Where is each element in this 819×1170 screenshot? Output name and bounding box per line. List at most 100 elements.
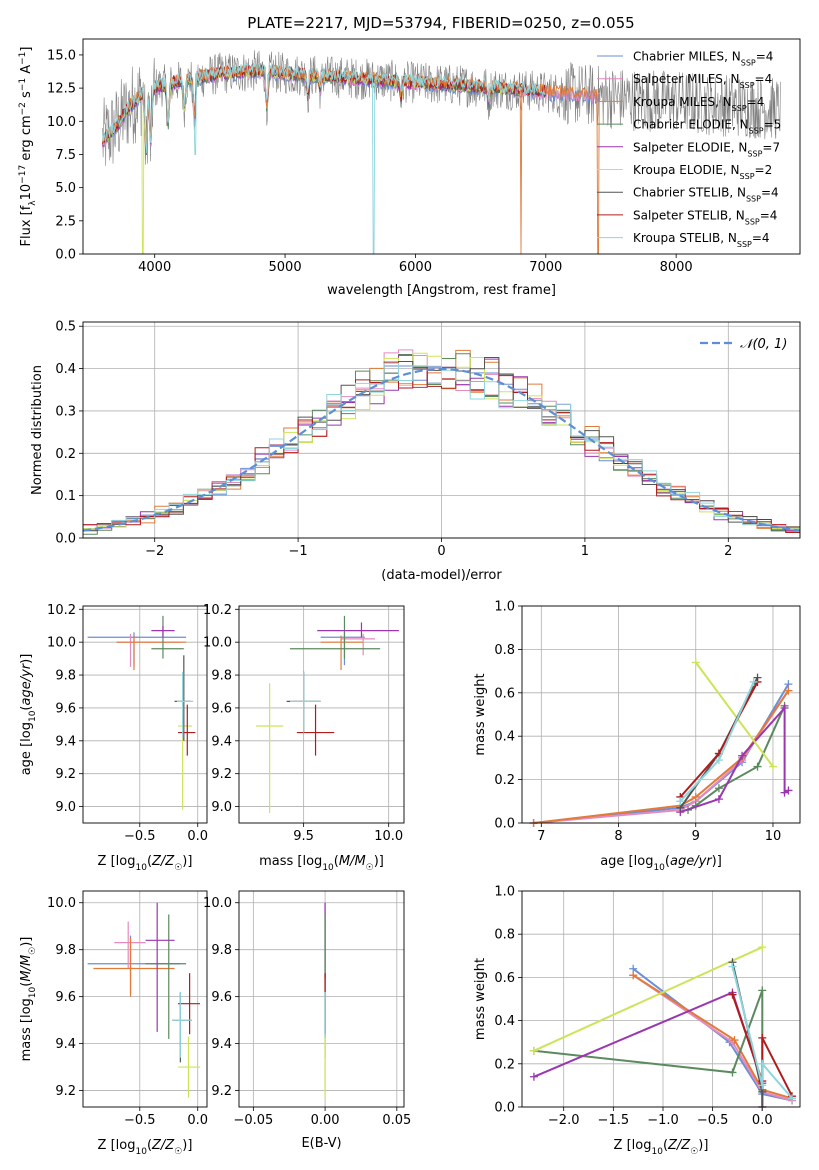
x-tick-label: −0.5 <box>124 1113 156 1128</box>
marker-kroupa_stelib <box>749 677 758 686</box>
x-tick-label: 1 <box>581 544 589 559</box>
y-tick-label: 9.2 <box>211 767 232 782</box>
y-tick-label: 1.0 <box>494 885 515 900</box>
y-tick-label: 9.4 <box>211 1037 232 1052</box>
axes-frame <box>521 605 801 824</box>
y-tick-label: 0.4 <box>55 362 76 377</box>
y-tick-label: 0.8 <box>494 928 515 943</box>
lines-mass_weight_vs_age <box>529 658 793 827</box>
marker-kroupa_stelib <box>758 1059 767 1068</box>
axes-age_vs_Z: −0.5 0.0 9.0 9.2 9.4 9.6 9.8 10.0 10.2 Z [log10(Z… <box>19 603 208 873</box>
marker-kroupa_miles <box>784 686 793 695</box>
y-tick-label: 0.5 <box>55 320 76 335</box>
x-tick-label: 2 <box>724 544 732 559</box>
y-tick-label: 0.6 <box>494 971 515 986</box>
errorbar-kroupa_stelib <box>290 671 321 733</box>
errorbar-chabrier_elodie <box>290 615 381 659</box>
line-salpeter_miles <box>533 690 790 824</box>
marker-chabrier_elodie <box>714 784 723 793</box>
legend-label: Kroupa ELODIE, NSSP=2 <box>633 163 772 181</box>
y-tick-label: 9.2 <box>211 1084 232 1099</box>
errorbar-kroupa_stelib <box>172 991 192 1058</box>
y-tick-label: 0.2 <box>494 773 515 788</box>
histogram-salpeter_stelib <box>83 361 800 537</box>
marker-chabrier_elodie <box>728 1068 737 1077</box>
marker-kroupa_miles <box>691 792 700 801</box>
errorbar-kroupa_miles <box>93 937 175 997</box>
marker-salpeter_stelib <box>728 990 737 999</box>
x-tick-label: 6000 <box>399 260 432 275</box>
marker-chabrier_elodie <box>758 986 767 995</box>
model-line-kroupa_stelib <box>102 61 546 254</box>
errorbar-salpeter_stelib <box>178 973 201 1035</box>
axes-frame <box>82 38 801 255</box>
errorbars-age_vs_Z <box>87 615 196 810</box>
errorbar-salpeter_stelib <box>178 704 196 756</box>
marker-kroupa_stelib <box>676 797 685 806</box>
histogram-kroupa_stelib <box>83 362 800 535</box>
x-tick-label: 4000 <box>138 260 171 275</box>
axes-age_vs_mass: 9.5 10.0 9.0 9.2 9.4 9.6 9.8 10.0 10.2 mass [log1… <box>203 603 404 873</box>
x-tick-label: 0.05 <box>382 1113 411 1128</box>
y-tick-label: 0.0 <box>55 248 76 263</box>
figure-title: PLATE=2217, MJD=53794, FIBERID=0250, z=0… <box>247 14 634 32</box>
y-tick-label: 9.2 <box>55 767 76 782</box>
errorbars-age_vs_mass <box>256 615 399 814</box>
x-tick-label: −1.0 <box>647 1113 679 1128</box>
y-tick-label: 0.0 <box>494 817 515 832</box>
y-tick-label: 0.1 <box>55 489 76 504</box>
histogram-bars <box>83 349 800 537</box>
y-tick-label: 9.6 <box>55 990 76 1005</box>
marker-kroupa_elodie <box>691 658 700 667</box>
y-axis-label: age [log10(age/yr)] <box>19 654 38 776</box>
x-axis-label: age [log10(age/yr)] <box>600 854 722 873</box>
errorbar-salpeter_elodie <box>145 902 175 1032</box>
errorbar-salpeter_stelib <box>296 704 335 756</box>
errorbars-mass_vs_Z <box>87 902 201 1098</box>
y-axis-label: Flux [fλ10−17 erg cm−2 s−1 A−1] <box>18 47 38 247</box>
marker-kroupa_elodie <box>529 1046 538 1055</box>
y-tick-label: 10.0 <box>203 896 232 911</box>
marker-salpeter_elodie <box>738 751 747 760</box>
y-axis-label: mass weight <box>473 673 488 755</box>
lines-mass_weight_vs_Z <box>529 943 797 1111</box>
legend-label: Kroupa STELIB, NSSP=4 <box>633 231 770 249</box>
axes-mass_vs_Z: −0.5 0.0 9.2 9.4 9.6 9.8 10.0 Z [log10(Z/Z☉)] ma… <box>19 891 208 1157</box>
y-tick-label: 9.4 <box>211 734 232 749</box>
y-tick-label: 10.0 <box>47 115 76 130</box>
marker-salpeter_stelib <box>758 1033 767 1042</box>
y-tick-label: 5.0 <box>55 181 76 196</box>
y-tick-label: 9.8 <box>211 669 232 684</box>
axes-spectrum: 4000 5000 6000 7000 8000 0.0 2.5 5.0 7.5 10.0 12.5… <box>18 47 693 299</box>
y-axis-label: mass [log10(M/M☉)] <box>19 937 38 1062</box>
x-axis-label: wavelength [Angstrom, rest frame] <box>327 283 556 298</box>
axes-frame <box>238 890 405 1108</box>
y-tick-label: 15.0 <box>47 48 76 63</box>
errorbar-salpeter_miles <box>341 633 376 656</box>
axes-mass_weight_vs_Z: −2.0 −1.5 −1.0 −0.5 0.0 0.0 0.2 0.4 0.6 0.8 1.0 Z [… <box>473 885 800 1157</box>
errorbar-kroupa_miles <box>116 635 187 671</box>
line-chabrier_miles <box>533 683 790 824</box>
y-tick-label: 2.5 <box>55 214 76 229</box>
x-tick-label: 9 <box>692 829 700 844</box>
line-salpeter_miles <box>632 974 793 1102</box>
axes-frame <box>82 321 801 539</box>
y-tick-label: 9.8 <box>55 669 76 684</box>
legend-label: Kroupa MILES, NSSP=4 <box>633 95 764 113</box>
marker-salpeter_elodie <box>784 786 793 795</box>
y-tick-label: 9.2 <box>55 1084 76 1099</box>
y-tick-label: 10.2 <box>203 603 232 618</box>
y-tick-label: 9.6 <box>211 990 232 1005</box>
y-axis-label: Normed distribution <box>30 365 45 495</box>
y-tick-label: 0.6 <box>494 686 515 701</box>
x-tick-label: 10.0 <box>374 829 403 844</box>
x-tick-label: 10 <box>765 829 782 844</box>
y-axis-label: mass weight <box>473 958 488 1040</box>
legend-label: Chabrier STELIB, NSSP=4 <box>633 186 779 204</box>
axes-frame <box>82 890 208 1108</box>
axes-frame <box>82 605 208 824</box>
errorbar-salpeter_elodie <box>151 625 175 638</box>
y-tick-label: 10.0 <box>47 636 76 651</box>
x-tick-label: 8 <box>614 829 622 844</box>
marker-salpeter_elodie <box>780 703 789 712</box>
